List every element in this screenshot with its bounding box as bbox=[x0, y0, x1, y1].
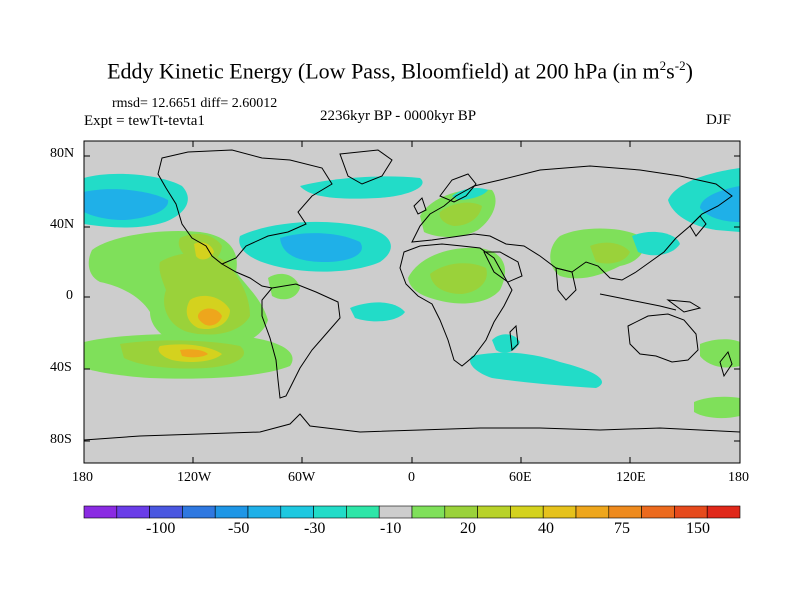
colorbar-swatch bbox=[346, 505, 380, 519]
colorbar-swatch bbox=[444, 505, 478, 519]
colorbar-swatch bbox=[411, 505, 446, 519]
antarctica-coastline bbox=[84, 413, 740, 441]
colorbar-swatch bbox=[116, 505, 150, 519]
colorbar-swatch bbox=[477, 505, 511, 519]
colorbar-swatch bbox=[641, 505, 675, 519]
colorbar-swatch bbox=[542, 505, 577, 519]
lat-tick-label: 80N bbox=[50, 146, 75, 161]
south-america-coastline bbox=[261, 283, 341, 399]
colorbar-swatch bbox=[706, 505, 741, 519]
colorbar-swatch bbox=[247, 505, 282, 519]
title-sup-1: 2 bbox=[659, 58, 667, 73]
colorbar-swatch bbox=[182, 505, 216, 519]
colorbar-swatch bbox=[214, 505, 249, 519]
colorbar-swatch bbox=[608, 505, 642, 519]
colorbar-label: 40 bbox=[538, 520, 554, 537]
south-pacific-positive-max bbox=[180, 349, 208, 358]
colorbar-swatch bbox=[280, 505, 314, 519]
colorbar-label: 150 bbox=[686, 520, 710, 537]
anomaly-fields bbox=[84, 168, 740, 419]
south-indian-negative-branch bbox=[492, 334, 520, 353]
new-zealand-coastline bbox=[719, 350, 733, 378]
colorbar-swatch bbox=[674, 505, 708, 519]
tropical-atlantic-positive bbox=[268, 273, 300, 300]
british-isles-coastline bbox=[413, 197, 427, 215]
lon-tick-label: 120W bbox=[177, 470, 212, 485]
title-sup-2: -2 bbox=[674, 58, 686, 73]
north-atlantic-negative-core bbox=[280, 233, 362, 262]
asia-positive-core bbox=[590, 242, 630, 264]
africa-positive-core bbox=[430, 263, 487, 294]
title-close: ) bbox=[685, 58, 693, 84]
colorbar-swatch bbox=[83, 505, 118, 519]
southwest-pacific-positive-field bbox=[694, 396, 740, 419]
lat-tick-marks bbox=[84, 155, 740, 442]
europe-cyan-cap bbox=[452, 188, 488, 200]
colorbar bbox=[83, 505, 741, 519]
lon-tick-marks bbox=[83, 141, 741, 463]
north-pacific-negative-core bbox=[84, 189, 169, 220]
colorbar-label: -30 bbox=[304, 520, 326, 537]
madagascar-coastline bbox=[509, 324, 519, 352]
australia-coastline bbox=[627, 313, 699, 363]
colorbar-swatch bbox=[313, 505, 347, 519]
colorbar-label: -100 bbox=[146, 520, 176, 537]
coastlines bbox=[84, 149, 740, 441]
colorbar-swatch bbox=[378, 505, 413, 519]
central-america-coastline bbox=[221, 263, 273, 289]
new-guinea-coastline bbox=[666, 299, 702, 313]
colorbar-swatch bbox=[510, 505, 544, 519]
experiment-label: Expt = tewTt-tevta1 bbox=[84, 113, 205, 129]
map-title: Eddy Kinetic Energy (Low Pass, Bloomfiel… bbox=[0, 58, 800, 84]
lon-tick-label: 60W bbox=[288, 470, 316, 485]
central-america-positive-core bbox=[194, 242, 214, 260]
period-label: 2236kyr BP - 0000kyr BP bbox=[320, 108, 477, 124]
lat-tick-label: 0 bbox=[66, 288, 73, 303]
colorbar-label: -10 bbox=[380, 520, 402, 537]
lat-tick-label: 40N bbox=[50, 217, 75, 232]
map-plot-area bbox=[84, 141, 740, 463]
eurasia-coastline bbox=[411, 165, 733, 281]
scandinavia-coastline bbox=[439, 173, 477, 203]
southeast-positive-field bbox=[700, 339, 740, 368]
central-atlantic-negative-field bbox=[350, 302, 405, 322]
pacific-positive-max bbox=[197, 308, 222, 326]
lat-tick-label: 40S bbox=[50, 360, 72, 375]
africa-coastline bbox=[399, 243, 513, 367]
colorbar-swatch bbox=[575, 505, 610, 519]
lat-tick-label: 80S bbox=[50, 432, 72, 447]
north-america-coastline bbox=[157, 149, 333, 265]
title-mid: s bbox=[666, 58, 675, 84]
south-indian-negative-field bbox=[470, 352, 602, 388]
colorbar-label: 75 bbox=[614, 520, 630, 537]
lon-tick-label: 60E bbox=[509, 470, 532, 485]
asia-cyan-field bbox=[632, 231, 680, 256]
stats-label: rmsd= 12.6651 diff= 2.60012 bbox=[112, 96, 278, 111]
japan-coastline bbox=[689, 215, 707, 237]
lon-tick-label: 0 bbox=[408, 470, 415, 485]
lon-tick-label: 180 bbox=[728, 470, 749, 485]
lon-tick-label: 120E bbox=[616, 470, 646, 485]
indonesia-coastline bbox=[599, 293, 677, 311]
lon-tick-label: 180 bbox=[72, 470, 93, 485]
title-main: Eddy Kinetic Energy (Low Pass, Bloomfiel… bbox=[107, 58, 660, 84]
india-coastline bbox=[555, 267, 577, 301]
arabia-coastline bbox=[483, 251, 523, 283]
greenland-coastline bbox=[339, 149, 393, 185]
europe-positive-core bbox=[439, 202, 482, 226]
colorbar-label: -50 bbox=[228, 520, 250, 537]
season-label: DJF bbox=[706, 112, 732, 128]
colorbar-label: 20 bbox=[460, 520, 476, 537]
colorbar-swatch bbox=[149, 505, 183, 519]
